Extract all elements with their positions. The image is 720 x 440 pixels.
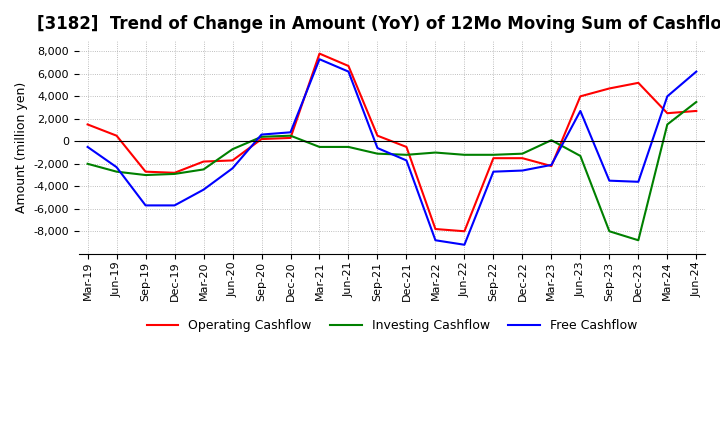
Free Cashflow [84,144,92,150]
Investing Cashflow [489,152,498,158]
Free Cashflow [141,203,150,208]
Operating Cashflow [199,159,208,164]
Operating Cashflow [634,80,643,85]
Y-axis label: Amount (million yen): Amount (million yen) [15,81,28,213]
Operating Cashflow [547,163,556,169]
Investing Cashflow [286,133,294,138]
Operating Cashflow [257,136,266,142]
Operating Cashflow [402,144,411,150]
Investing Cashflow [605,229,613,234]
Free Cashflow [170,203,179,208]
Operating Cashflow [489,155,498,161]
Operating Cashflow [141,169,150,174]
Free Cashflow [605,178,613,183]
Free Cashflow [489,169,498,174]
Free Cashflow [518,168,527,173]
Investing Cashflow [170,171,179,176]
Line: Free Cashflow: Free Cashflow [88,59,696,245]
Free Cashflow [112,165,121,170]
Investing Cashflow [228,147,237,152]
Free Cashflow [257,132,266,137]
Line: Investing Cashflow: Investing Cashflow [88,102,696,240]
Investing Cashflow [460,152,469,158]
Free Cashflow [547,162,556,168]
Line: Operating Cashflow: Operating Cashflow [88,54,696,231]
Operating Cashflow [431,226,440,231]
Investing Cashflow [199,167,208,172]
Investing Cashflow [576,153,585,158]
Investing Cashflow [518,151,527,156]
Operating Cashflow [663,110,672,116]
Investing Cashflow [112,169,121,174]
Investing Cashflow [634,238,643,243]
Investing Cashflow [663,122,672,127]
Legend: Operating Cashflow, Investing Cashflow, Free Cashflow: Operating Cashflow, Investing Cashflow, … [142,314,642,337]
Investing Cashflow [547,138,556,143]
Investing Cashflow [84,161,92,166]
Investing Cashflow [141,172,150,178]
Operating Cashflow [605,86,613,91]
Investing Cashflow [344,144,353,150]
Operating Cashflow [170,170,179,176]
Operating Cashflow [286,135,294,140]
Free Cashflow [431,238,440,243]
Free Cashflow [460,242,469,247]
Investing Cashflow [373,151,382,156]
Operating Cashflow [315,51,324,56]
Free Cashflow [286,130,294,135]
Free Cashflow [576,108,585,114]
Title: [3182]  Trend of Change in Amount (YoY) of 12Mo Moving Sum of Cashflows: [3182] Trend of Change in Amount (YoY) o… [37,15,720,33]
Free Cashflow [692,69,701,74]
Operating Cashflow [373,133,382,138]
Free Cashflow [402,158,411,163]
Investing Cashflow [431,150,440,155]
Free Cashflow [228,165,237,171]
Investing Cashflow [315,144,324,150]
Operating Cashflow [84,122,92,127]
Investing Cashflow [692,99,701,105]
Free Cashflow [315,57,324,62]
Free Cashflow [344,69,353,74]
Free Cashflow [663,94,672,99]
Operating Cashflow [460,229,469,234]
Operating Cashflow [518,155,527,161]
Free Cashflow [199,187,208,192]
Investing Cashflow [402,152,411,158]
Investing Cashflow [257,134,266,139]
Operating Cashflow [344,63,353,69]
Operating Cashflow [112,133,121,138]
Free Cashflow [634,179,643,184]
Free Cashflow [373,145,382,150]
Operating Cashflow [576,94,585,99]
Operating Cashflow [692,108,701,114]
Operating Cashflow [228,158,237,163]
